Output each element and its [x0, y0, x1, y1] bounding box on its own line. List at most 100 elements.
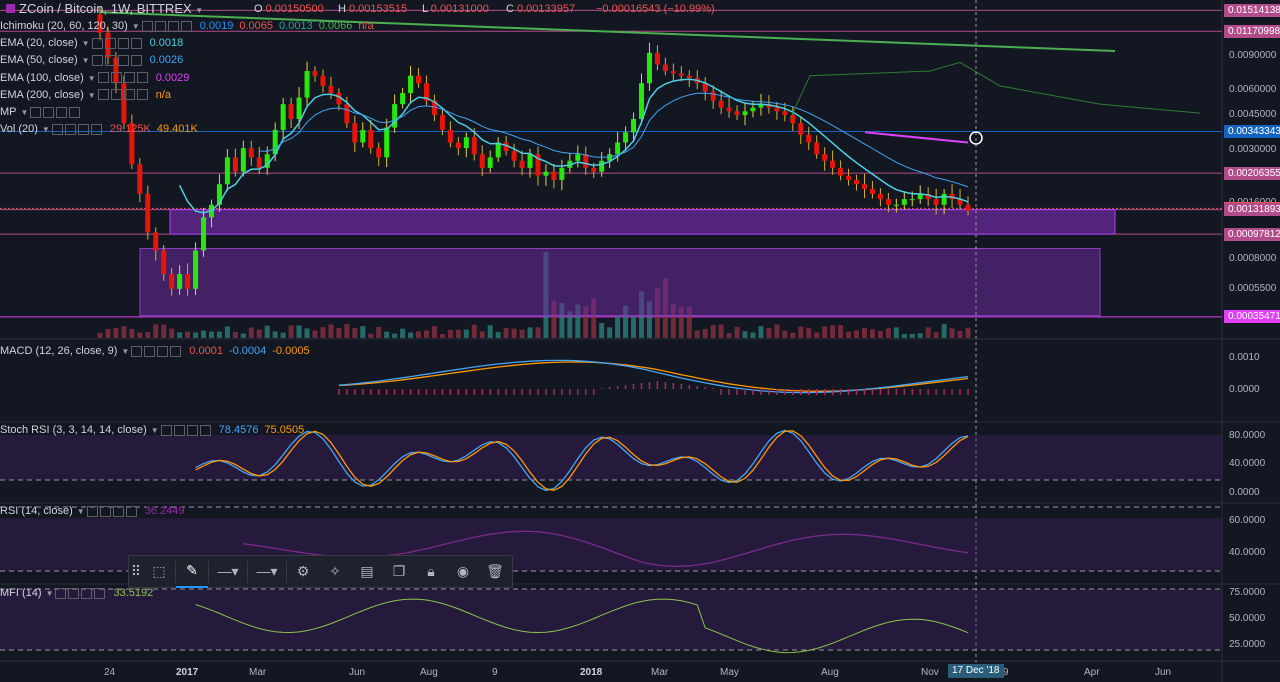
legend-buttons[interactable]	[30, 104, 82, 120]
line-style-icon[interactable]: —▾	[217, 563, 239, 579]
legend-action-icon[interactable]	[91, 55, 103, 67]
legend-action-icon[interactable]	[117, 37, 129, 49]
indicator-name[interactable]: MP	[0, 106, 17, 118]
indicator-name[interactable]: EMA (50, close)	[0, 54, 78, 67]
line-width-icon[interactable]: —▾	[256, 563, 278, 579]
legend-action-icon[interactable]	[170, 345, 182, 357]
symbol-title[interactable]: ZCoin / Bitcoin, 1W, BITTREX ▼	[6, 0, 203, 18]
legend-buttons[interactable]	[55, 585, 107, 601]
legend-action-icon[interactable]	[136, 72, 148, 84]
legend-buttons[interactable]	[86, 503, 139, 519]
clone-icon[interactable]: ❐	[392, 563, 406, 579]
chevron-down-icon[interactable]: ▼	[20, 108, 29, 117]
legend-action-icon[interactable]	[86, 505, 98, 517]
legend-action-icon[interactable]	[56, 106, 68, 118]
legend-action-icon[interactable]	[90, 123, 102, 135]
indicator-legend[interactable]: Vol (20) ▼ 29.125K 49.401K	[0, 121, 198, 137]
indicator-name[interactable]: MFI (14)	[0, 587, 42, 599]
legend-action-icon[interactable]	[104, 37, 116, 49]
indicator-name[interactable]: Vol (20)	[0, 123, 38, 136]
chevron-down-icon[interactable]: ▼	[81, 39, 90, 49]
gear-icon[interactable]: ⚙	[296, 563, 310, 579]
legend-action-icon[interactable]	[64, 123, 76, 135]
legend-action-icon[interactable]	[68, 587, 80, 599]
legend-action-icon[interactable]	[130, 37, 142, 49]
legend-action-icon[interactable]	[97, 72, 109, 84]
chevron-down-icon[interactable]: ▼	[87, 90, 96, 100]
legend-action-icon[interactable]	[167, 20, 179, 32]
chevron-down-icon[interactable]: ▼	[45, 589, 54, 598]
legend-buttons[interactable]	[160, 422, 213, 438]
indicator-legend[interactable]: RSI (14, close) ▼ 36.2449	[0, 503, 184, 519]
indicator-legend[interactable]: EMA (100, close) ▼ 0.0029	[0, 70, 189, 86]
drawing-toolbar[interactable]: ⠿ ⬚ ✎ —▾ —▾ ⚙ ✧ ▤ ❐ 🔒︎ ◉ 🗑︎	[128, 555, 513, 588]
legend-action-icon[interactable]	[97, 89, 109, 101]
legend-buttons[interactable]	[51, 121, 104, 137]
legend-action-icon[interactable]	[123, 72, 135, 84]
eye-icon[interactable]: ◉	[456, 563, 470, 579]
legend-action-icon[interactable]	[51, 123, 63, 135]
legend-action-icon[interactable]	[131, 345, 143, 357]
pencil-icon[interactable]: ✎	[176, 556, 208, 588]
legend-buttons[interactable]	[141, 18, 194, 34]
legend-buttons[interactable]	[131, 343, 183, 359]
legend-action-icon[interactable]	[160, 424, 172, 436]
legend-action-icon[interactable]	[30, 106, 42, 118]
legend-buttons[interactable]	[97, 87, 150, 103]
legend-buttons[interactable]	[91, 52, 144, 68]
legend-action-icon[interactable]	[110, 89, 122, 101]
magic-icon[interactable]: ✧	[329, 563, 341, 579]
legend-buttons[interactable]	[91, 35, 144, 51]
trash-icon[interactable]: 🗑︎	[486, 563, 504, 579]
indicator-name[interactable]: Ichimoku (20, 60, 120, 30)	[0, 20, 128, 32]
chevron-down-icon[interactable]: ▼	[81, 56, 90, 66]
indicator-legend[interactable]: Ichimoku (20, 60, 120, 30) ▼ 0.0019 0.0065 0…	[0, 18, 374, 34]
indicator-legend[interactable]: EMA (50, close) ▼ 0.0026	[0, 52, 183, 68]
legend-action-icon[interactable]	[104, 55, 116, 67]
legend-action-icon[interactable]	[199, 424, 211, 436]
legend-action-icon[interactable]	[144, 345, 156, 357]
legend-action-icon[interactable]	[123, 89, 135, 101]
indicator-legend[interactable]: MACD (12, 26, close, 9) ▼ 0.0001 -0.0004 -0.…	[0, 343, 310, 359]
legend-action-icon[interactable]	[173, 424, 185, 436]
legend-action-icon[interactable]	[91, 37, 103, 49]
legend-action-icon[interactable]	[110, 72, 122, 84]
chevron-down-icon[interactable]: ▼	[41, 125, 50, 135]
legend-action-icon[interactable]	[99, 505, 111, 517]
layers-icon[interactable]: ▤	[360, 563, 374, 579]
indicator-name[interactable]: RSI (14, close)	[0, 505, 73, 517]
indicator-name[interactable]: Stoch RSI (3, 3, 14, 14, close)	[0, 424, 147, 436]
legend-action-icon[interactable]	[157, 345, 169, 357]
indicator-name[interactable]: EMA (100, close)	[0, 71, 84, 84]
chevron-down-icon[interactable]: ▼	[121, 347, 130, 356]
legend-action-icon[interactable]	[81, 587, 93, 599]
select-icon[interactable]: ⬚	[152, 563, 166, 579]
indicator-name[interactable]: EMA (20, close)	[0, 37, 78, 50]
legend-action-icon[interactable]	[43, 106, 55, 118]
legend-action-icon[interactable]	[130, 55, 142, 67]
indicator-name[interactable]: EMA (200, close)	[0, 88, 84, 101]
legend-action-icon[interactable]	[180, 20, 192, 32]
indicator-legend[interactable]: Stoch RSI (3, 3, 14, 14, close) ▼ 78.4576 7…	[0, 422, 304, 438]
drag-handle-icon[interactable]: ⠿	[130, 563, 142, 579]
legend-action-icon[interactable]	[55, 587, 67, 599]
indicator-legend[interactable]: EMA (20, close) ▼ 0.0018	[0, 35, 183, 51]
legend-action-icon[interactable]	[77, 123, 89, 135]
indicator-legend[interactable]: EMA (200, close) ▼ n/a	[0, 87, 171, 103]
legend-buttons[interactable]	[97, 70, 150, 86]
chevron-down-icon[interactable]: ▼	[76, 507, 85, 516]
legend-action-icon[interactable]	[141, 20, 153, 32]
legend-action-icon[interactable]	[136, 89, 148, 101]
legend-action-icon[interactable]	[125, 505, 137, 517]
indicator-name[interactable]: MACD (12, 26, close, 9)	[0, 345, 118, 357]
legend-action-icon[interactable]	[117, 55, 129, 67]
legend-action-icon[interactable]	[94, 587, 106, 599]
legend-action-icon[interactable]	[112, 505, 124, 517]
legend-action-icon[interactable]	[69, 106, 81, 118]
legend-action-icon[interactable]	[186, 424, 198, 436]
chevron-down-icon[interactable]: ▼	[195, 6, 204, 15]
chevron-down-icon[interactable]: ▼	[87, 73, 96, 83]
lock-icon[interactable]: 🔒︎	[427, 563, 435, 579]
chevron-down-icon[interactable]: ▼	[131, 22, 140, 31]
